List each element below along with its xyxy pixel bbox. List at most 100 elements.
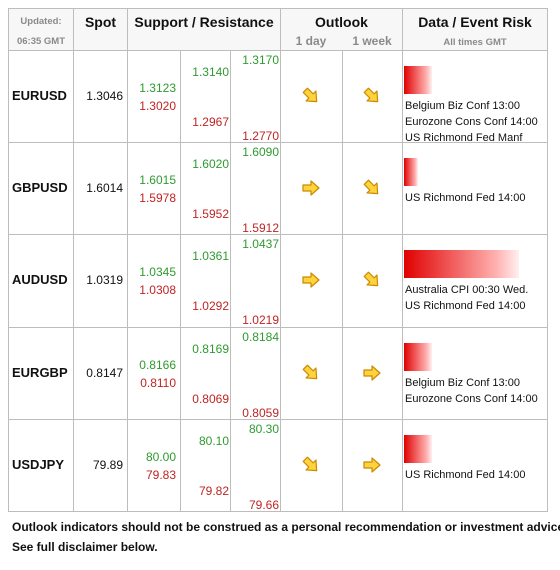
resistance-level: 1.3123: [139, 81, 176, 95]
arrow-icon: [302, 364, 318, 379]
table-cell: [180, 418, 231, 512]
resistance-level: 80.10: [198, 433, 229, 448]
support-level: 1.0292: [192, 299, 229, 314]
event-text: Eurozone Cons Conf 14:00: [405, 116, 538, 128]
resistance-level: 1.3140: [192, 65, 229, 79]
outlook-arrow: [361, 454, 383, 476]
spot-price: 79.89: [92, 457, 123, 472]
outlook-arrow: [300, 85, 322, 107]
outlook-arrow: [361, 269, 383, 291]
pair-name: EURUSD: [12, 88, 67, 103]
table-cell: [402, 50, 548, 144]
updated-label: Updated:: [20, 16, 62, 27]
table-cell: [180, 142, 231, 236]
event-text: Belgium Biz Conf 13:00: [405, 100, 520, 112]
sr-header: Support / Resistance: [134, 14, 274, 30]
support-level: 0.8110: [140, 375, 176, 390]
spot-price: 0.8147: [86, 365, 123, 380]
arrow-icon: [302, 456, 318, 472]
outlook-arrow: [361, 177, 383, 199]
table-cell: [127, 234, 181, 328]
table-cell: [127, 326, 181, 420]
pair-name: USDJPY: [12, 456, 65, 472]
resistance-level: 1.0361: [192, 249, 229, 264]
outlook-arrow: [300, 362, 322, 384]
event-text: US Richmond Fed Manf: [405, 132, 523, 144]
support-level: 0.8059: [242, 405, 279, 420]
support-level: 79.82: [198, 483, 229, 498]
event-text: US Richmond Fed 14:00: [405, 468, 526, 481]
table-cell: [402, 234, 548, 328]
table-cell: [402, 418, 548, 512]
support-level: 1.3020: [139, 99, 176, 113]
arrow-icon: [302, 87, 318, 103]
support-level: 79.66: [248, 497, 279, 512]
risk-bar: [404, 250, 519, 279]
arrow-icon: [302, 272, 320, 288]
outlook-arrow: [300, 269, 322, 291]
header-cell: [402, 8, 548, 51]
event-header: Data / Event Risk: [418, 14, 532, 30]
header-cell: [127, 8, 281, 51]
support-level: 1.0308: [139, 283, 176, 298]
resistance-level: 1.3170: [242, 53, 279, 67]
outlook-day: 1 day: [295, 34, 327, 48]
spot-header: Spot: [84, 14, 117, 30]
event-text: Australia CPI 00:30 Wed.: [405, 284, 529, 297]
table-cell: [127, 418, 181, 512]
header-cell: [8, 8, 74, 51]
event-text: Belgium Biz Conf 13:00: [405, 376, 520, 389]
support-level: 1.0219: [242, 313, 279, 328]
table-cell: [127, 50, 181, 144]
resistance-level: 1.6020: [192, 157, 229, 172]
support-level: 1.5912: [242, 221, 279, 236]
resistance-level: 1.0437: [242, 237, 279, 252]
table-cell: [180, 234, 231, 328]
spot-price: 1.0319: [86, 273, 123, 288]
resistance-level: 0.8169: [192, 341, 229, 356]
support-level: 1.5952: [192, 207, 229, 222]
support-level: 79.83: [145, 467, 176, 482]
resistance-level: 1.6015: [139, 173, 176, 188]
support-level: 1.2967: [192, 115, 229, 129]
spot-price: 1.6014: [86, 181, 123, 196]
table-cell: [402, 326, 548, 420]
pair-name: AUDUSD: [12, 272, 68, 288]
event-text: Eurozone Cons Conf 14:00: [405, 392, 538, 405]
outlook-arrow: [361, 85, 383, 107]
support-level: 1.2770: [242, 129, 279, 143]
event-text: US Richmond Fed 14:00: [405, 300, 526, 313]
updated-time: 06:35 GMT: [16, 36, 66, 47]
table-cell: [127, 142, 181, 236]
arrow-icon: [363, 457, 381, 473]
outlook-header: Outlook: [315, 14, 368, 30]
outlook-week: 1 week: [352, 34, 392, 48]
pair-name: GBPUSD: [12, 180, 68, 196]
resistance-level: 80.30: [248, 421, 279, 436]
outlook-arrow: [300, 454, 322, 476]
footer-line: Outlook indicators should not be constru…: [12, 520, 560, 534]
resistance-level: 0.8166: [139, 357, 176, 372]
risk-bar: [404, 66, 432, 94]
arrow-icon: [363, 179, 379, 195]
arrow-icon: [302, 180, 320, 196]
arrow-icon: [363, 87, 379, 103]
resistance-level: 1.6090: [242, 145, 279, 160]
outlook-arrow: [361, 362, 383, 384]
pair-name: EURGBP: [12, 364, 68, 380]
times-note: All times GMT: [443, 37, 507, 48]
outlook-arrow: [300, 177, 322, 199]
resistance-level: 80.00: [145, 449, 176, 464]
arrow-icon: [363, 272, 379, 287]
resistance-level: 0.8184: [242, 329, 279, 344]
resistance-level: 1.0345: [139, 265, 176, 280]
risk-bar: [404, 434, 432, 463]
support-level: 1.5978: [139, 191, 176, 206]
support-level: 0.8069: [192, 391, 229, 406]
footer-line: See full disclaimer below.: [12, 540, 158, 554]
table-cell: [180, 326, 231, 420]
table-cell: [402, 142, 548, 236]
arrow-icon: [363, 364, 381, 381]
risk-bar: [404, 158, 418, 187]
